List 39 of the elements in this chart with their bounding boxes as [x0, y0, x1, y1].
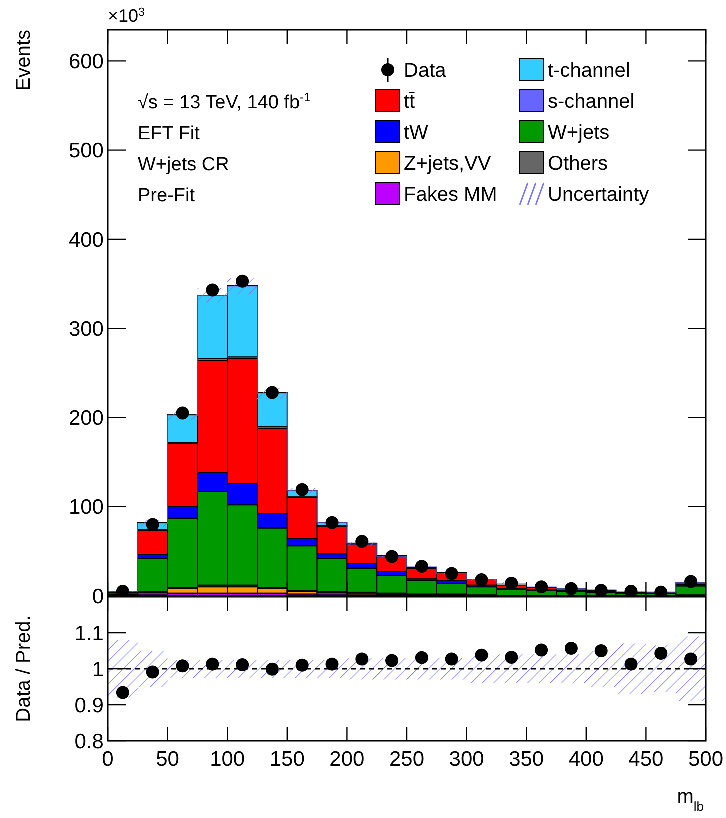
legend-label: Others: [548, 153, 608, 175]
x-tick-label: 400: [568, 748, 604, 771]
y-tick-label: 600: [68, 50, 104, 74]
annotation: √s = 13 TeV, 140 fb$^{-1}$: [138, 90, 312, 114]
y-tick-label: 400: [68, 228, 104, 252]
x-tick-label: 500: [688, 748, 724, 771]
x-tick-label: 300: [449, 748, 484, 771]
text: ×10$^{3}$: [108, 6, 146, 26]
legend-label: tW: [404, 122, 429, 144]
legend-label: s-channel: [548, 91, 635, 113]
y-tick-label: 0.8: [74, 730, 104, 754]
x-axis-title: m$_{lb}$: [677, 786, 704, 814]
y-tick-label: 500: [68, 140, 104, 163]
y-tick-label: 300: [68, 318, 104, 341]
x-tick-label: 350: [509, 748, 544, 771]
annotation: EFT Fit: [138, 124, 201, 145]
x-tick-label: 250: [389, 748, 425, 771]
y-tick-label: 1: [92, 658, 104, 682]
annotation: W+jets CR: [138, 154, 230, 176]
annotation: Pre-Fit: [138, 186, 196, 207]
legend-label: t-channel: [548, 60, 630, 82]
y-tick-label: 0: [92, 585, 104, 608]
x-tick-label: 50: [156, 748, 180, 771]
y-axis-title: Events: [13, 30, 35, 92]
legend-label: Uncertainty: [548, 184, 650, 206]
legend-label: Data: [404, 60, 448, 82]
legend-label: Fakes MM: [404, 184, 498, 206]
legend-label: Z+jets,VV: [404, 153, 492, 175]
legend-label: W+jets: [548, 122, 610, 144]
legend-label: tt̄: [404, 91, 416, 113]
y-tick-label: 1.1: [74, 622, 104, 646]
x-tick-label: 150: [270, 748, 305, 771]
y-tick-label: 200: [68, 407, 104, 430]
y-axis-title: Data / Pred.: [13, 616, 35, 722]
y-tick-label: 100: [68, 496, 104, 520]
x-tick-label: 200: [330, 748, 365, 771]
y-tick-label: 0.9: [74, 694, 104, 718]
x-tick-label: 450: [628, 748, 664, 771]
x-tick-label: 100: [210, 748, 246, 771]
